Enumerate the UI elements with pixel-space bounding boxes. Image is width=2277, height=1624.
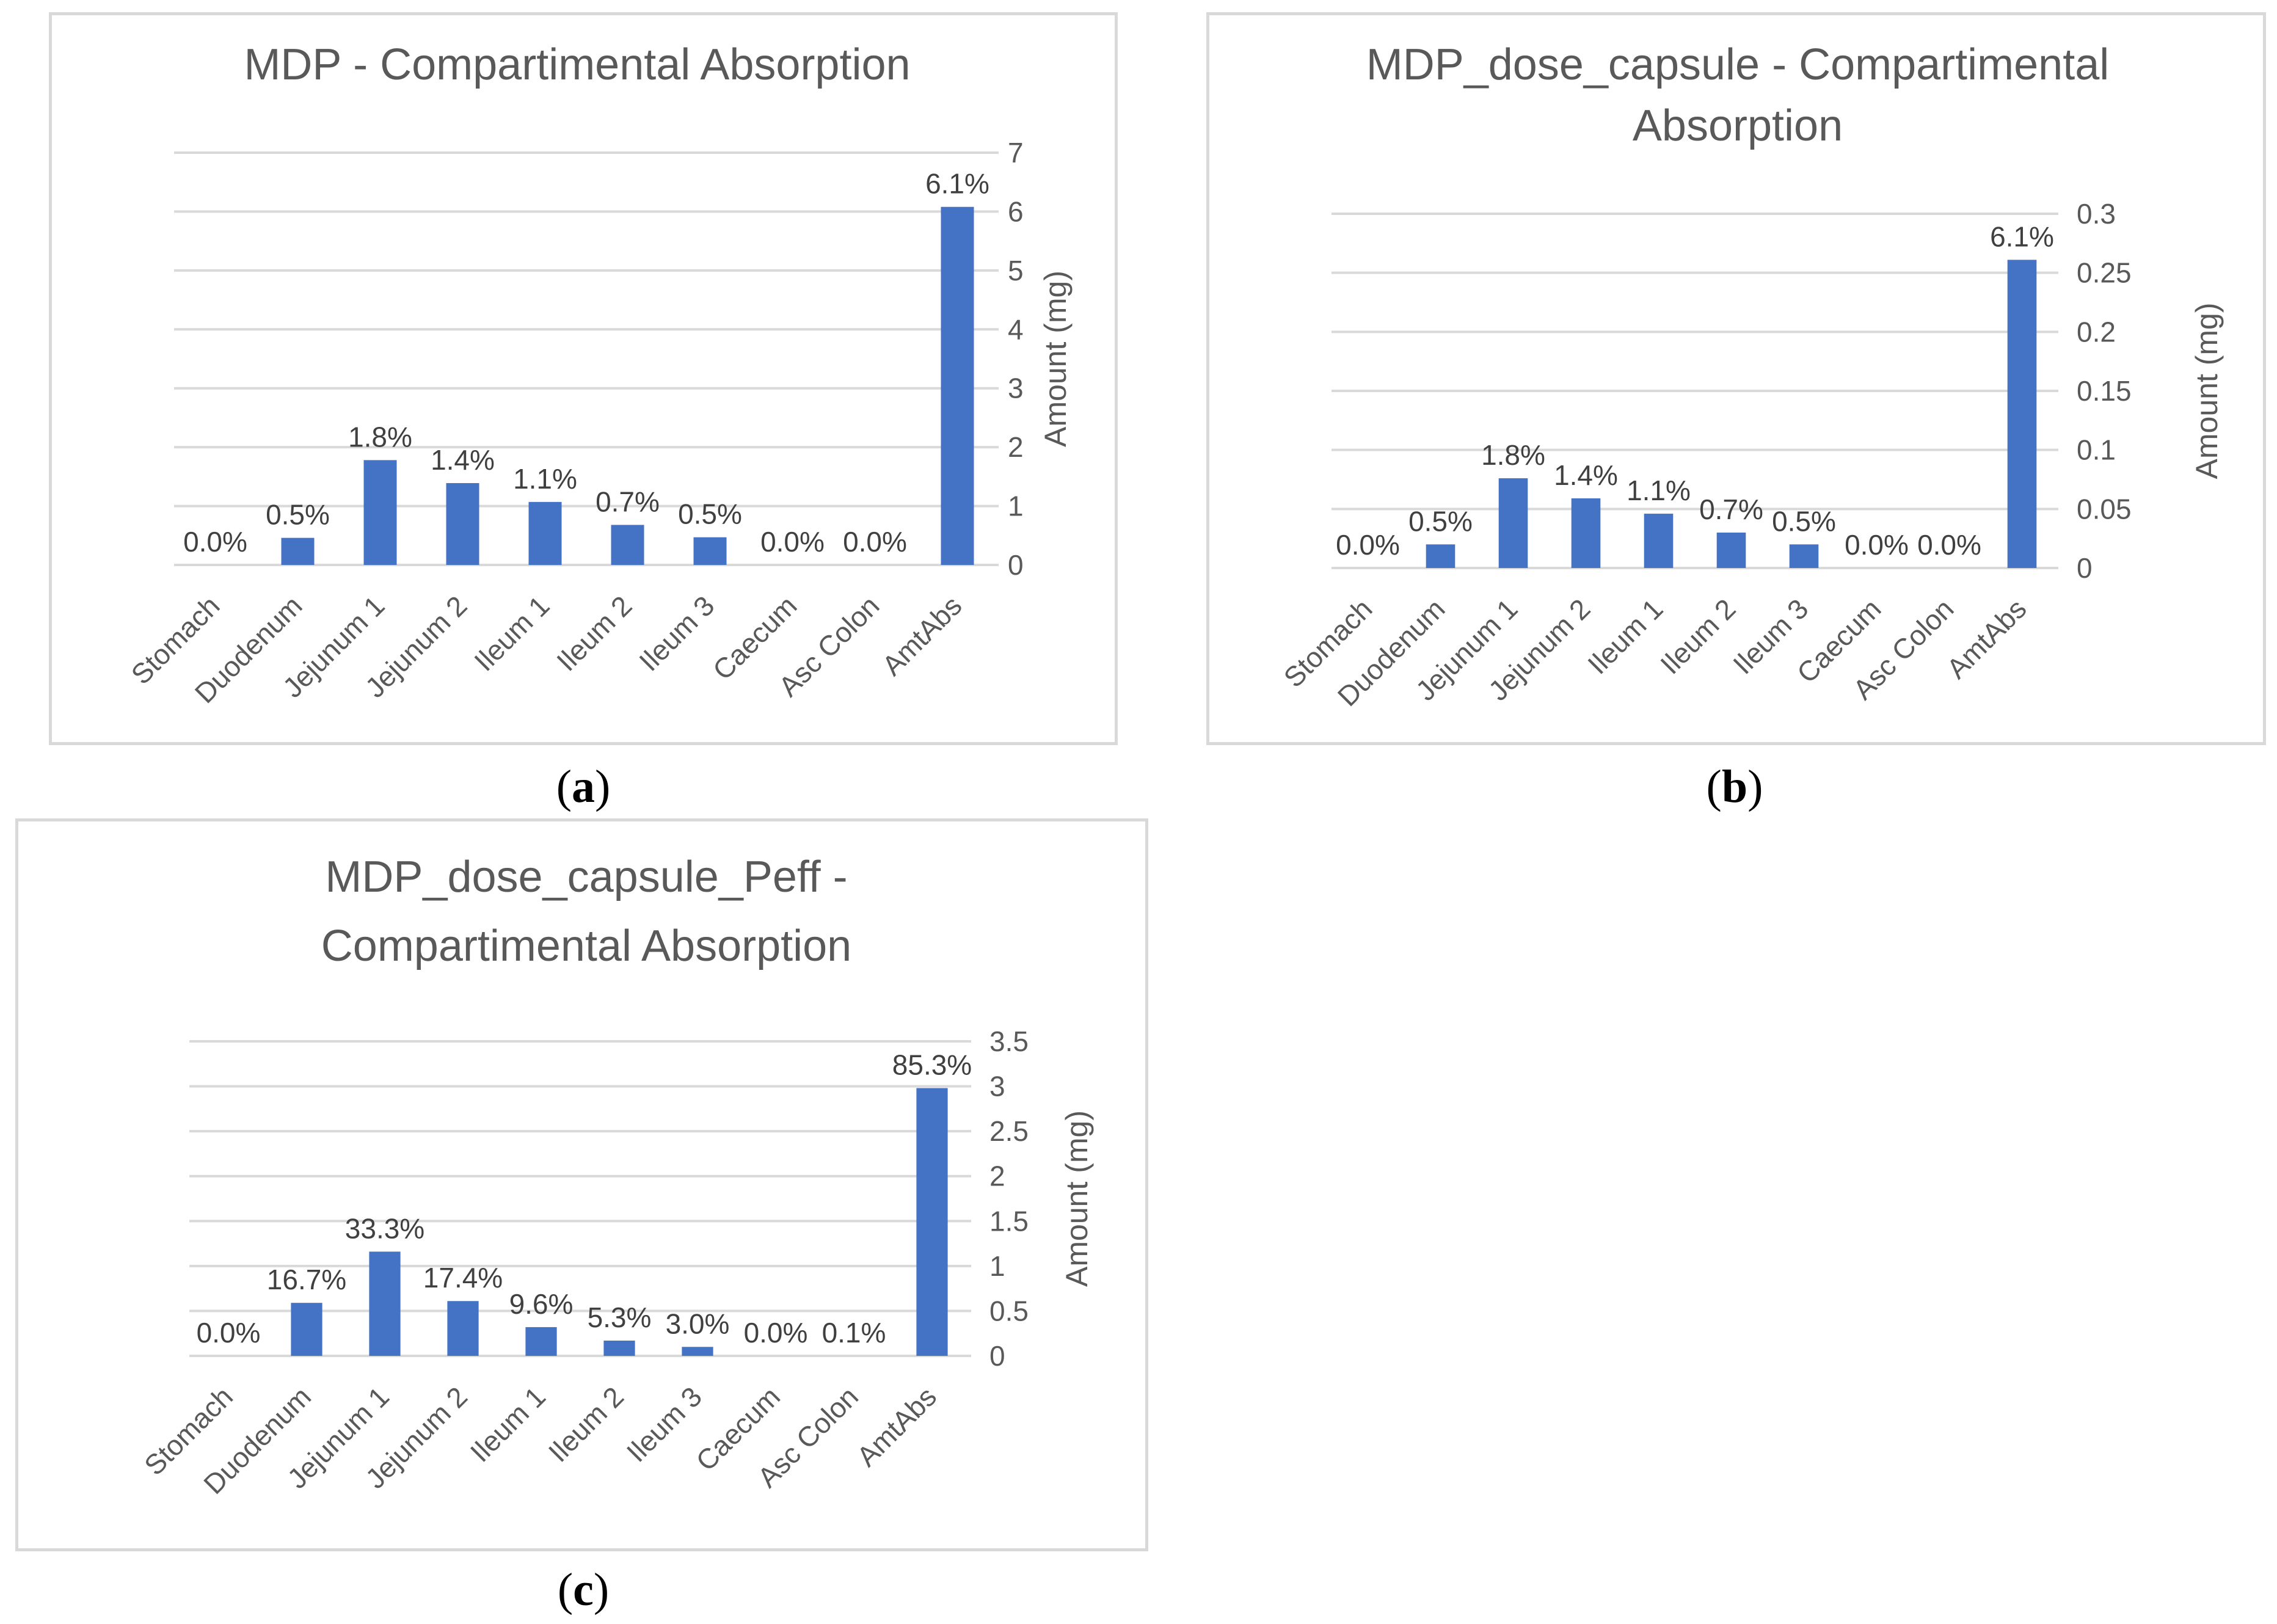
caption-b: (b) <box>1706 761 1763 812</box>
chart-c-ytick-label: 1.5 <box>989 1205 1029 1237</box>
chart-c-category-label: Ileum 2 <box>542 1380 630 1468</box>
chart-c-data-label: 0.0% <box>744 1317 808 1349</box>
chart-a-ytick-label: 1 <box>1008 490 1024 522</box>
chart-c-data-label: 17.4% <box>423 1262 503 1294</box>
chart-a-ytick-label: 4 <box>1008 313 1024 345</box>
chart-b-category-label: AmtAbs <box>1940 592 2033 685</box>
chart-a-ytick-label: 3 <box>1008 373 1024 404</box>
chart-c-bar-ileum-1 <box>525 1327 557 1356</box>
chart-b-bar-amtabs <box>2007 260 2037 568</box>
chart-a-category-label: Ileum 1 <box>468 589 555 677</box>
chart-a-ytick-label: 7 <box>1008 137 1024 169</box>
chart-a-data-label: 0.5% <box>266 499 330 531</box>
chart-a-ytick-label: 0 <box>1008 549 1024 581</box>
chart-a-ytick-label: 5 <box>1008 255 1024 286</box>
chart-b-data-label: 1.8% <box>1481 439 1545 471</box>
chart-c-bar-jejunum-2 <box>447 1301 479 1356</box>
caption-a: (a) <box>556 761 611 812</box>
chart-a-ytick-label: 6 <box>1008 195 1024 227</box>
chart-a-bar-duodenum <box>281 537 315 565</box>
chart-b-bar-jejunum-2 <box>1571 498 1601 568</box>
chart-a-data-label: 0.5% <box>678 498 742 530</box>
chart-a-bar-ileum-3 <box>693 537 727 565</box>
chart-b-ytick-label: 0.3 <box>2077 198 2116 230</box>
chart-b-bar-ileum-2 <box>1716 533 1746 568</box>
chart-b-title: MDP_dose_capsule - Compartimental Absorpt… <box>1366 40 2110 150</box>
chart-b-data-label: 1.4% <box>1554 459 1618 491</box>
chart-b-ylabel: Amount (mg) <box>2190 303 2224 479</box>
chart-c-data-label: 16.7% <box>267 1264 346 1295</box>
chart-c-data-label: 85.3% <box>892 1049 972 1081</box>
chart-a-bar-jejunum-2 <box>446 482 479 565</box>
chart-c-ytick-label: 2.5 <box>989 1115 1029 1147</box>
chart-b-ytick-label: 0 <box>2077 552 2093 584</box>
chart-c-bar-jejunum-1 <box>369 1251 401 1356</box>
chart-panel-a: MDP - Compartimental Absorption 0 1 2 3 4 5 6 7 A… <box>49 12 1118 745</box>
chart-b-data-label: 0.0% <box>1845 529 1909 561</box>
chart-panel-b: MDP_dose_capsule - Compartimental Absorpt… <box>1206 12 2266 745</box>
chart-b-data-label: 0.5% <box>1408 505 1473 537</box>
chart-c-data-label: 5.3% <box>588 1302 652 1333</box>
chart-c-data-label: 3.0% <box>666 1308 730 1339</box>
chart-c-data-label: 0.1% <box>822 1317 886 1349</box>
chart-b-data-label: 0.0% <box>1917 529 1981 561</box>
chart-a-data-label: 1.1% <box>513 463 577 495</box>
chart-c-bar-duodenum <box>291 1303 322 1356</box>
chart-c-svg: MDP_dose_capsule_Peff -Compartimental Ab… <box>138 853 1094 1500</box>
chart-c-ylabel: Amount (mg) <box>1060 1110 1094 1287</box>
chart-a-bar-ileum-2 <box>611 525 644 565</box>
chart-a-category-label: AmtAbs <box>876 589 968 682</box>
chart-c-category-label: Ileum 1 <box>464 1380 552 1468</box>
chart-b-bar-jejunum-1 <box>1498 478 1528 568</box>
chart-c-data-label: 9.6% <box>509 1288 574 1320</box>
chart-b-bar-ileum-1 <box>1644 514 1674 568</box>
chart-b-data-label: 6.1% <box>1990 220 2054 252</box>
chart-a-title: MDP - Compartimental Absorption <box>244 40 910 89</box>
chart-a-data-label: 0.0% <box>183 526 247 558</box>
chart-b-ytick-label: 0.1 <box>2077 434 2116 466</box>
chart-b-svg: MDP_dose_capsule - Compartimental Absorpt… <box>1277 40 2224 712</box>
chart-a-bar-ileum-1 <box>528 501 562 565</box>
chart-c-ytick-label: 2 <box>989 1160 1005 1192</box>
chart-c-data-label: 0.0% <box>197 1317 261 1349</box>
chart-b-ytick-label: 0.15 <box>2077 375 2132 407</box>
chart-a-ytick-label: 2 <box>1008 431 1024 463</box>
chart-a-ylabel: Amount (mg) <box>1038 271 1073 447</box>
chart-c-ytick-label: 0.5 <box>989 1295 1029 1327</box>
chart-b-ytick-label: 0.2 <box>2077 316 2116 348</box>
chart-b-bar-duodenum <box>1426 544 1455 568</box>
chart-a-svg: MDP - Compartimental Absorption 0 1 2 3 4 5 6 7 A… <box>125 40 1073 709</box>
chart-b-category-label: Ileum 1 <box>1581 592 1669 680</box>
chart-b-data-label: 0.5% <box>1772 505 1836 537</box>
chart-c-bar-amtabs <box>916 1088 948 1356</box>
chart-c-title: MDP_dose_capsule_Peff -Compartimental Ab… <box>321 853 851 970</box>
chart-c-bar-ileum-2 <box>603 1340 635 1356</box>
chart-a-data-label: 0.0% <box>760 526 825 558</box>
chart-c-bar-ileum-3 <box>682 1347 713 1356</box>
caption-c: (c) <box>557 1564 610 1615</box>
chart-b-data-label: 0.7% <box>1699 493 1763 525</box>
chart-a-data-label: 6.1% <box>925 168 989 200</box>
chart-b-ytick-label: 0.25 <box>2077 257 2132 289</box>
chart-c-category-label: AmtAbs <box>850 1380 942 1473</box>
chart-b-category-label: Ileum 2 <box>1654 592 1741 680</box>
chart-a-data-label: 1.8% <box>348 421 412 453</box>
chart-b-bar-ileum-3 <box>1789 544 1819 568</box>
chart-c-ytick-label: 3.5 <box>989 1025 1029 1057</box>
chart-c-data-label: 33.3% <box>345 1212 424 1244</box>
chart-panel-c: MDP_dose_capsule_Peff -Compartimental Ab… <box>15 818 1148 1551</box>
chart-c-ytick-label: 3 <box>989 1071 1005 1102</box>
chart-a-data-label: 0.7% <box>596 486 660 517</box>
chart-a-data-label: 1.4% <box>431 444 495 476</box>
chart-b-ytick-label: 0.05 <box>2077 493 2132 525</box>
chart-c-ytick-label: 1 <box>989 1250 1005 1282</box>
chart-a-bar-jejunum-1 <box>363 460 397 565</box>
chart-b-data-label: 1.1% <box>1627 475 1691 506</box>
chart-a-data-label: 0.0% <box>843 526 907 558</box>
chart-a-bar-amtabs <box>941 206 974 565</box>
chart-b-data-label: 0.0% <box>1336 529 1400 561</box>
chart-a-category-label: Ileum 2 <box>550 589 638 677</box>
chart-c-ytick-label: 0 <box>989 1340 1005 1372</box>
